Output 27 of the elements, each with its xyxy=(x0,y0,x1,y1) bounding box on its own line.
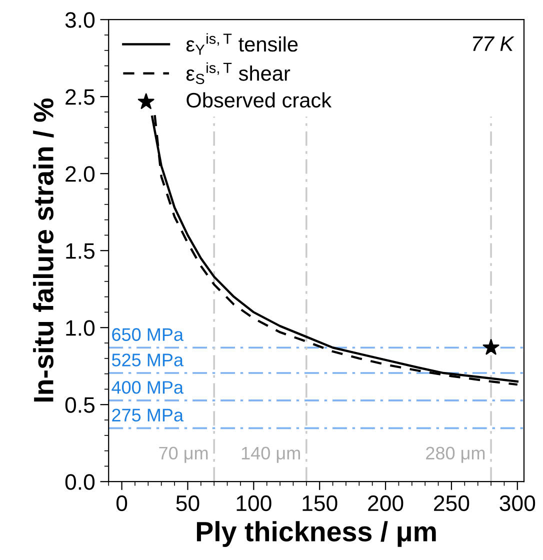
legend-label: ε$_{Y}$$^{is,T}$ tensile xyxy=(186,33,298,55)
ref-line-label: 400 MPa xyxy=(112,381,184,394)
x-tick-label: 100 xyxy=(236,495,272,512)
annotation: 77 K xyxy=(472,36,514,51)
x-tick-label: 150 xyxy=(302,495,338,512)
ref-line-label: 280 μm xyxy=(426,446,485,463)
ref-line-label: 140 μm xyxy=(242,446,300,463)
ref-line-label: 525 MPa xyxy=(112,354,184,366)
y-tick-label: 1.5 xyxy=(66,243,94,259)
y-tick-label: 2.5 xyxy=(66,89,94,105)
x-tick-label: 300 xyxy=(500,495,536,512)
x-axis-title: Ply thickness / μm xyxy=(196,521,436,547)
x-tick-label: 50 xyxy=(176,495,200,512)
y-tick-label: 2.0 xyxy=(66,166,95,182)
y-tick-label: 0.5 xyxy=(65,397,94,413)
x-tick-label: 0 xyxy=(116,495,128,512)
y-axis-title: In-situ failure strain / % xyxy=(33,98,54,402)
legend-label: Observed crack xyxy=(186,92,332,108)
x-tick-label: 200 xyxy=(368,495,404,512)
y-tick-label: 1.0 xyxy=(66,320,95,336)
y-tick-label: 0.0 xyxy=(65,474,95,490)
ref-line-label: 275 MPa xyxy=(112,408,184,422)
legend-label: ε$_{S}$$^{is,T}$ shear xyxy=(186,62,290,84)
x-tick-label: 250 xyxy=(434,495,470,512)
y-tick-label: 3.0 xyxy=(65,12,95,28)
ref-line-label: 650 MPa xyxy=(112,328,184,341)
ref-line-label: 70 μm xyxy=(159,446,208,463)
